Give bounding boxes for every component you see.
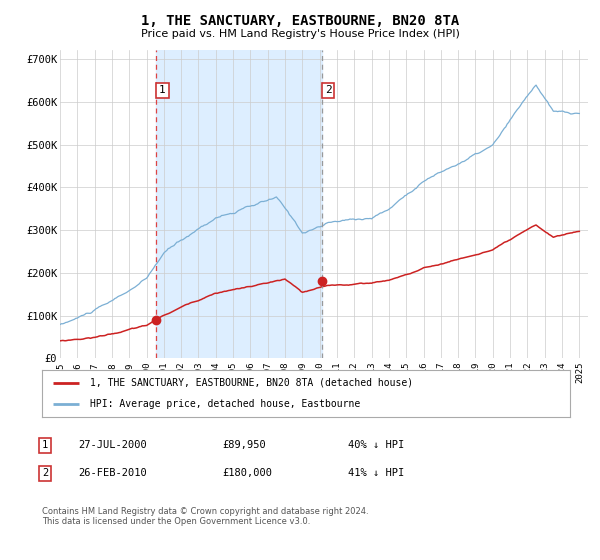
Text: 26-FEB-2010: 26-FEB-2010: [78, 468, 147, 478]
Text: £89,950: £89,950: [222, 440, 266, 450]
Text: Price paid vs. HM Land Registry's House Price Index (HPI): Price paid vs. HM Land Registry's House …: [140, 29, 460, 39]
Text: 2: 2: [325, 86, 332, 95]
Text: 1, THE SANCTUARY, EASTBOURNE, BN20 8TA: 1, THE SANCTUARY, EASTBOURNE, BN20 8TA: [141, 14, 459, 28]
Text: £180,000: £180,000: [222, 468, 272, 478]
Bar: [157, 50, 322, 358]
Text: Contains HM Land Registry data © Crown copyright and database right 2024.
This d: Contains HM Land Registry data © Crown c…: [42, 507, 368, 526]
Text: 41% ↓ HPI: 41% ↓ HPI: [348, 468, 404, 478]
Text: 40% ↓ HPI: 40% ↓ HPI: [348, 440, 404, 450]
Text: HPI: Average price, detached house, Eastbourne: HPI: Average price, detached house, East…: [89, 399, 360, 409]
Text: 27-JUL-2000: 27-JUL-2000: [78, 440, 147, 450]
Text: 1: 1: [159, 86, 166, 95]
Text: 1: 1: [42, 440, 48, 450]
Text: 2: 2: [42, 468, 48, 478]
Text: 1, THE SANCTUARY, EASTBOURNE, BN20 8TA (detached house): 1, THE SANCTUARY, EASTBOURNE, BN20 8TA (…: [89, 378, 413, 388]
